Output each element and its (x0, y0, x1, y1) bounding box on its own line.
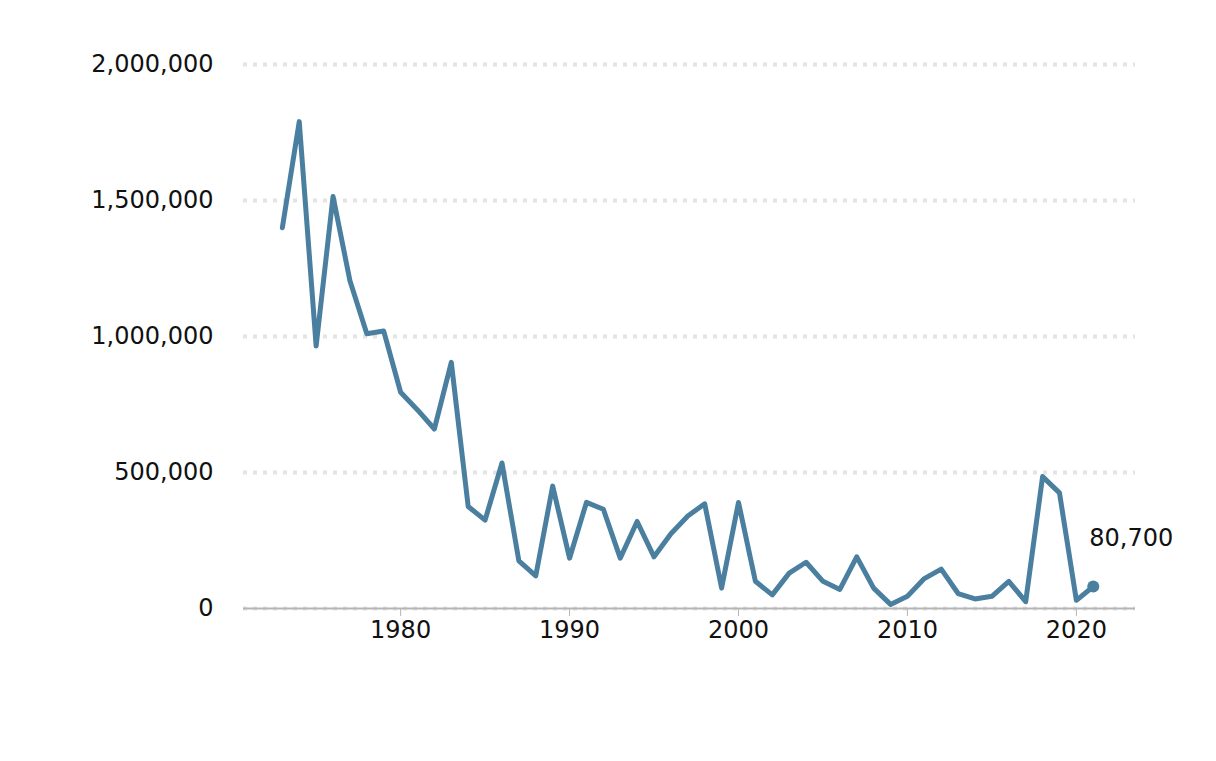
svg-text:2,000,000: 2,000,000 (91, 50, 213, 78)
svg-text:2010: 2010 (877, 616, 938, 644)
svg-text:80,700: 80,700 (1089, 524, 1173, 552)
svg-text:1980: 1980 (370, 616, 431, 644)
svg-text:1,000,000: 1,000,000 (91, 322, 213, 350)
svg-text:0: 0 (198, 594, 213, 622)
svg-text:2000: 2000 (708, 616, 769, 644)
svg-text:1990: 1990 (539, 616, 600, 644)
svg-text:1,500,000: 1,500,000 (91, 186, 213, 214)
svg-text:2020: 2020 (1046, 616, 1107, 644)
svg-text:500,000: 500,000 (114, 458, 213, 486)
